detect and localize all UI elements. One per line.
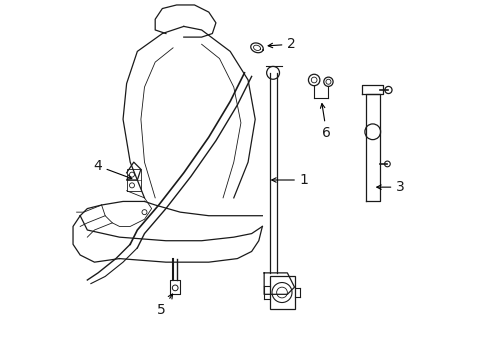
Bar xyxy=(269,276,294,309)
Text: 3: 3 xyxy=(376,180,404,194)
Text: 6: 6 xyxy=(320,104,330,140)
Text: 4: 4 xyxy=(93,159,131,179)
Text: 5: 5 xyxy=(157,294,172,318)
Text: 1: 1 xyxy=(271,173,308,187)
Text: 2: 2 xyxy=(267,37,296,51)
